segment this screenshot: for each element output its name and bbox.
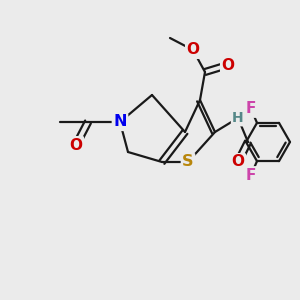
Text: F: F (246, 168, 256, 183)
Text: N: N (113, 115, 127, 130)
Text: O: O (187, 43, 200, 58)
Text: O: O (70, 137, 83, 152)
Text: H: H (232, 111, 244, 125)
Text: S: S (182, 154, 194, 169)
Text: O: O (221, 58, 235, 73)
Text: O: O (232, 154, 244, 169)
Text: F: F (246, 101, 256, 116)
